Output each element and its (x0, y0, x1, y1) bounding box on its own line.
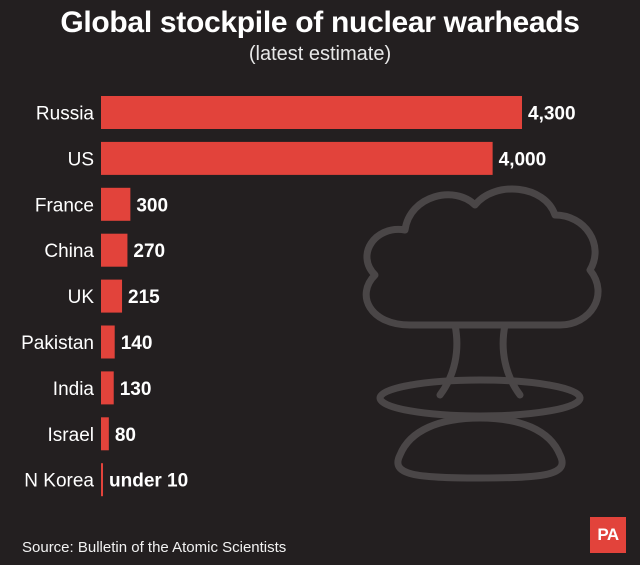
value-label: 300 (136, 195, 168, 216)
chart-subtitle: (latest estimate) (248, 43, 392, 65)
category-label: Russia (36, 104, 95, 125)
category-label: N Korea (24, 471, 94, 492)
category-label: France (35, 195, 94, 216)
category-label: India (53, 379, 95, 400)
bar (101, 96, 522, 129)
category-label: UK (68, 287, 95, 308)
category-label: US (68, 149, 94, 170)
source-note: Source: Bulletin of the Atomic Scientist… (22, 539, 287, 556)
value-label: 130 (120, 379, 152, 400)
value-label: 140 (121, 333, 153, 354)
bar (101, 325, 115, 359)
bar (101, 463, 103, 497)
category-label: Israel (48, 425, 94, 446)
bar (101, 187, 131, 221)
value-label: under 10 (109, 471, 188, 492)
bar (101, 279, 123, 313)
chart-title: Global stockpile of nuclear warheads (60, 6, 580, 39)
value-label: 270 (133, 241, 165, 262)
bar (101, 141, 493, 175)
value-label: 215 (128, 287, 160, 308)
value-label: 4,300 (528, 104, 576, 125)
mushroom-cloud-icon (362, 185, 602, 482)
bar (101, 233, 128, 267)
pa-logo: PA (590, 517, 626, 553)
category-label: China (44, 241, 94, 262)
category-label: Pakistan (21, 333, 94, 354)
bar (101, 371, 114, 405)
value-label: 80 (115, 425, 136, 446)
bars-group: Russia 4,300 US 4,000 France 300 China 270 UK 215… (21, 96, 576, 497)
bar (101, 417, 109, 451)
value-label: 4,000 (499, 149, 547, 170)
